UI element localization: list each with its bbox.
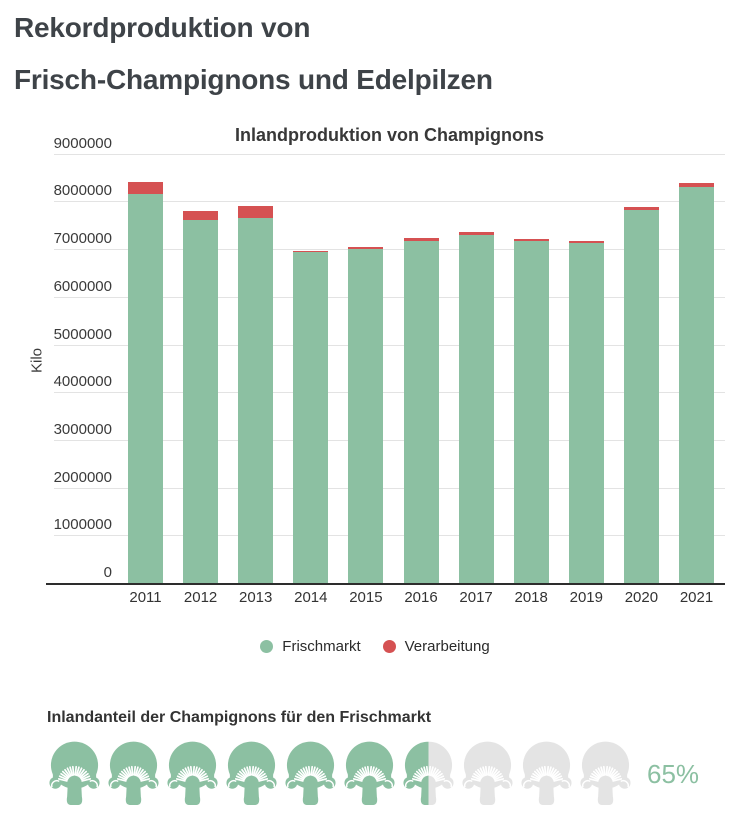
x-axis-line (46, 583, 725, 585)
mushroom-icon (226, 741, 277, 805)
mushroom-icon (403, 741, 454, 805)
x-tick-label-2021: 2021 (679, 589, 714, 606)
gridline (54, 249, 725, 251)
bar-2011-verarbeitung[interactable] (128, 182, 163, 195)
chart-legend: Frischmarkt Verarbeitung (0, 638, 750, 655)
legend-item-frischmarkt[interactable]: Frischmarkt (260, 638, 361, 655)
mushroom-icon (344, 741, 395, 805)
mushroom-icon (108, 741, 159, 805)
bar-2016-verarbeitung[interactable] (403, 238, 439, 241)
page-title-line1: Rekordproduktion von (14, 12, 311, 43)
gridline (54, 392, 725, 394)
bar-2015-verarbeitung[interactable] (348, 246, 384, 250)
bar-2018-frischmarkt[interactable] (513, 241, 549, 583)
bar-2014-frischmarkt[interactable] (293, 252, 329, 583)
x-tick-label-2018: 2018 (514, 589, 548, 606)
y-tick-label: 5000000 (53, 325, 112, 343)
legend-item-verarbeitung[interactable]: Verarbeitung (382, 638, 490, 655)
gridline (54, 201, 725, 203)
legend-label: Frischmarkt (282, 638, 361, 655)
mushroom-pictograph: 65% (47, 741, 699, 807)
gridline (54, 535, 725, 537)
gridline (54, 439, 725, 441)
chart-title: Inlandproduktion von Champignons (235, 125, 544, 145)
bar-2017-frischmarkt[interactable] (458, 234, 494, 583)
x-tick-label-2016: 2016 (404, 589, 438, 606)
bar-2013-frischmarkt[interactable] (238, 218, 274, 583)
mushroom-icon (580, 741, 631, 805)
gridline (54, 344, 725, 346)
y-tick-label: 7000000 (53, 230, 112, 248)
y-tick-label: 2000000 (53, 468, 112, 486)
gridline (54, 296, 725, 298)
mushroom-icon (462, 741, 513, 805)
bar-2014-verarbeitung[interactable] (293, 251, 329, 253)
mushroom-icon (521, 741, 572, 805)
share-heading: Inlandanteil der Champignons für den Fri… (47, 709, 432, 726)
legend-dot-verarbeitung (382, 640, 396, 653)
x-tick-label-2017: 2017 (459, 589, 493, 606)
y-tick-label: 4000000 (53, 373, 112, 391)
y-axis-label: Kilo (28, 348, 46, 374)
share-percent: 65% (647, 758, 700, 789)
bar-2016-frischmarkt[interactable] (403, 240, 439, 583)
mushroom-icon (49, 741, 100, 805)
y-tick-label: 3000000 (53, 420, 112, 438)
x-tick-label-2012: 2012 (183, 589, 218, 606)
bar-2021-verarbeitung[interactable] (679, 182, 714, 187)
bar-2020-frischmarkt[interactable] (623, 210, 659, 583)
bar-2015-frischmarkt[interactable] (348, 249, 384, 583)
page-title-line2: Frisch-Champignons und Edelpilzen (14, 64, 493, 95)
bar-2017-verarbeitung[interactable] (458, 232, 494, 235)
x-tick-label-2013: 2013 (239, 589, 273, 606)
page-title: Rekordproduktion von Frisch-Champignons u… (14, 2, 493, 106)
y-tick-label: 0 (103, 564, 112, 581)
x-tick-label-2014: 2014 (294, 589, 328, 606)
x-tick-label-2011: 2011 (129, 589, 162, 606)
y-tick-label: 9000000 (53, 134, 112, 152)
mushroom-icon (285, 741, 336, 805)
legend-dot-frischmarkt (260, 640, 274, 653)
legend-label: Verarbeitung (404, 638, 490, 655)
x-tick-label-2015: 2015 (349, 589, 383, 606)
gridline (54, 153, 725, 155)
mushroom-icon (167, 741, 218, 805)
bar-2012-verarbeitung[interactable] (183, 210, 219, 221)
bar-2019-frischmarkt[interactable] (568, 242, 604, 583)
bar-2011-frischmarkt[interactable] (128, 194, 163, 583)
bar-2013-verarbeitung[interactable] (238, 206, 274, 219)
gridline (54, 487, 725, 489)
x-tick-label-2019: 2019 (569, 589, 603, 606)
bar-2021-frischmarkt[interactable] (679, 186, 714, 583)
bar-2020-verarbeitung[interactable] (623, 206, 659, 210)
bar-2018-verarbeitung[interactable] (513, 239, 549, 242)
x-tick-label-2020: 2020 (624, 589, 659, 606)
bar-2012-frischmarkt[interactable] (183, 220, 219, 583)
y-tick-label: 6000000 (53, 277, 112, 295)
y-tick-label: 8000000 (53, 182, 112, 200)
y-tick-label: 1000000 (53, 516, 112, 534)
bar-2019-verarbeitung[interactable] (568, 241, 604, 243)
